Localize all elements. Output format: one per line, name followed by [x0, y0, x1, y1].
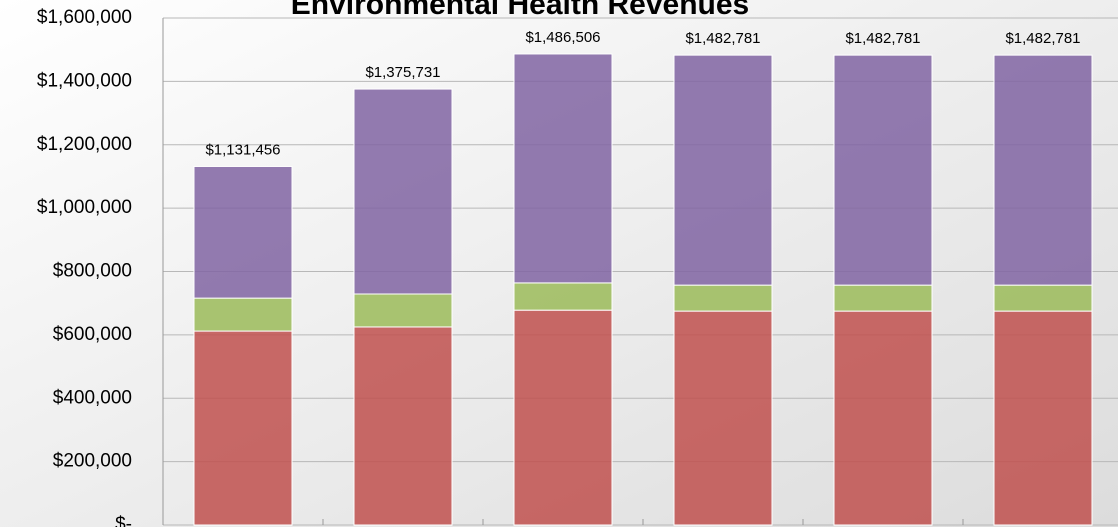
- bar-segment: [993, 54, 1093, 286]
- bar-segment: [353, 293, 453, 328]
- total-label: $1,482,781: [1005, 30, 1080, 47]
- y-tick-label: $1,000,000: [37, 197, 132, 218]
- bar-segment: [833, 310, 933, 526]
- y-tick-label: $-: [115, 514, 132, 527]
- bar-segment: [673, 284, 773, 312]
- total-label: $1,375,731: [365, 64, 440, 81]
- bar-segment: [673, 54, 773, 286]
- bar-segment: [193, 165, 293, 299]
- y-tick-label: $1,200,000: [37, 134, 132, 155]
- y-tick-label: $800,000: [53, 261, 132, 282]
- y-tick-label: $200,000: [53, 451, 132, 472]
- total-label: $1,482,781: [845, 30, 920, 47]
- bar-segment: [673, 310, 773, 526]
- bar-segment: [993, 284, 1093, 312]
- bar-segment: [513, 309, 613, 526]
- bar-segment: [193, 330, 293, 526]
- bar-segment: [833, 54, 933, 286]
- y-tick-label: $1,600,000: [37, 7, 132, 28]
- total-label: $1,486,506: [525, 29, 600, 46]
- y-tick-label: $400,000: [53, 387, 132, 408]
- bar-segment: [513, 53, 613, 284]
- total-label: $1,482,781: [685, 30, 760, 47]
- bar-segment: [193, 297, 293, 332]
- bar-segment: [353, 326, 453, 526]
- bar-segment: [513, 282, 613, 311]
- bar-segment: [353, 88, 453, 295]
- total-label: $1,131,456: [205, 141, 280, 158]
- y-tick-label: $1,400,000: [37, 70, 132, 91]
- bar-segment: [993, 310, 1093, 526]
- bar-segment: [833, 284, 933, 312]
- y-tick-label: $600,000: [53, 324, 132, 345]
- chart-title: Environmental Health Revenues: [291, 0, 749, 21]
